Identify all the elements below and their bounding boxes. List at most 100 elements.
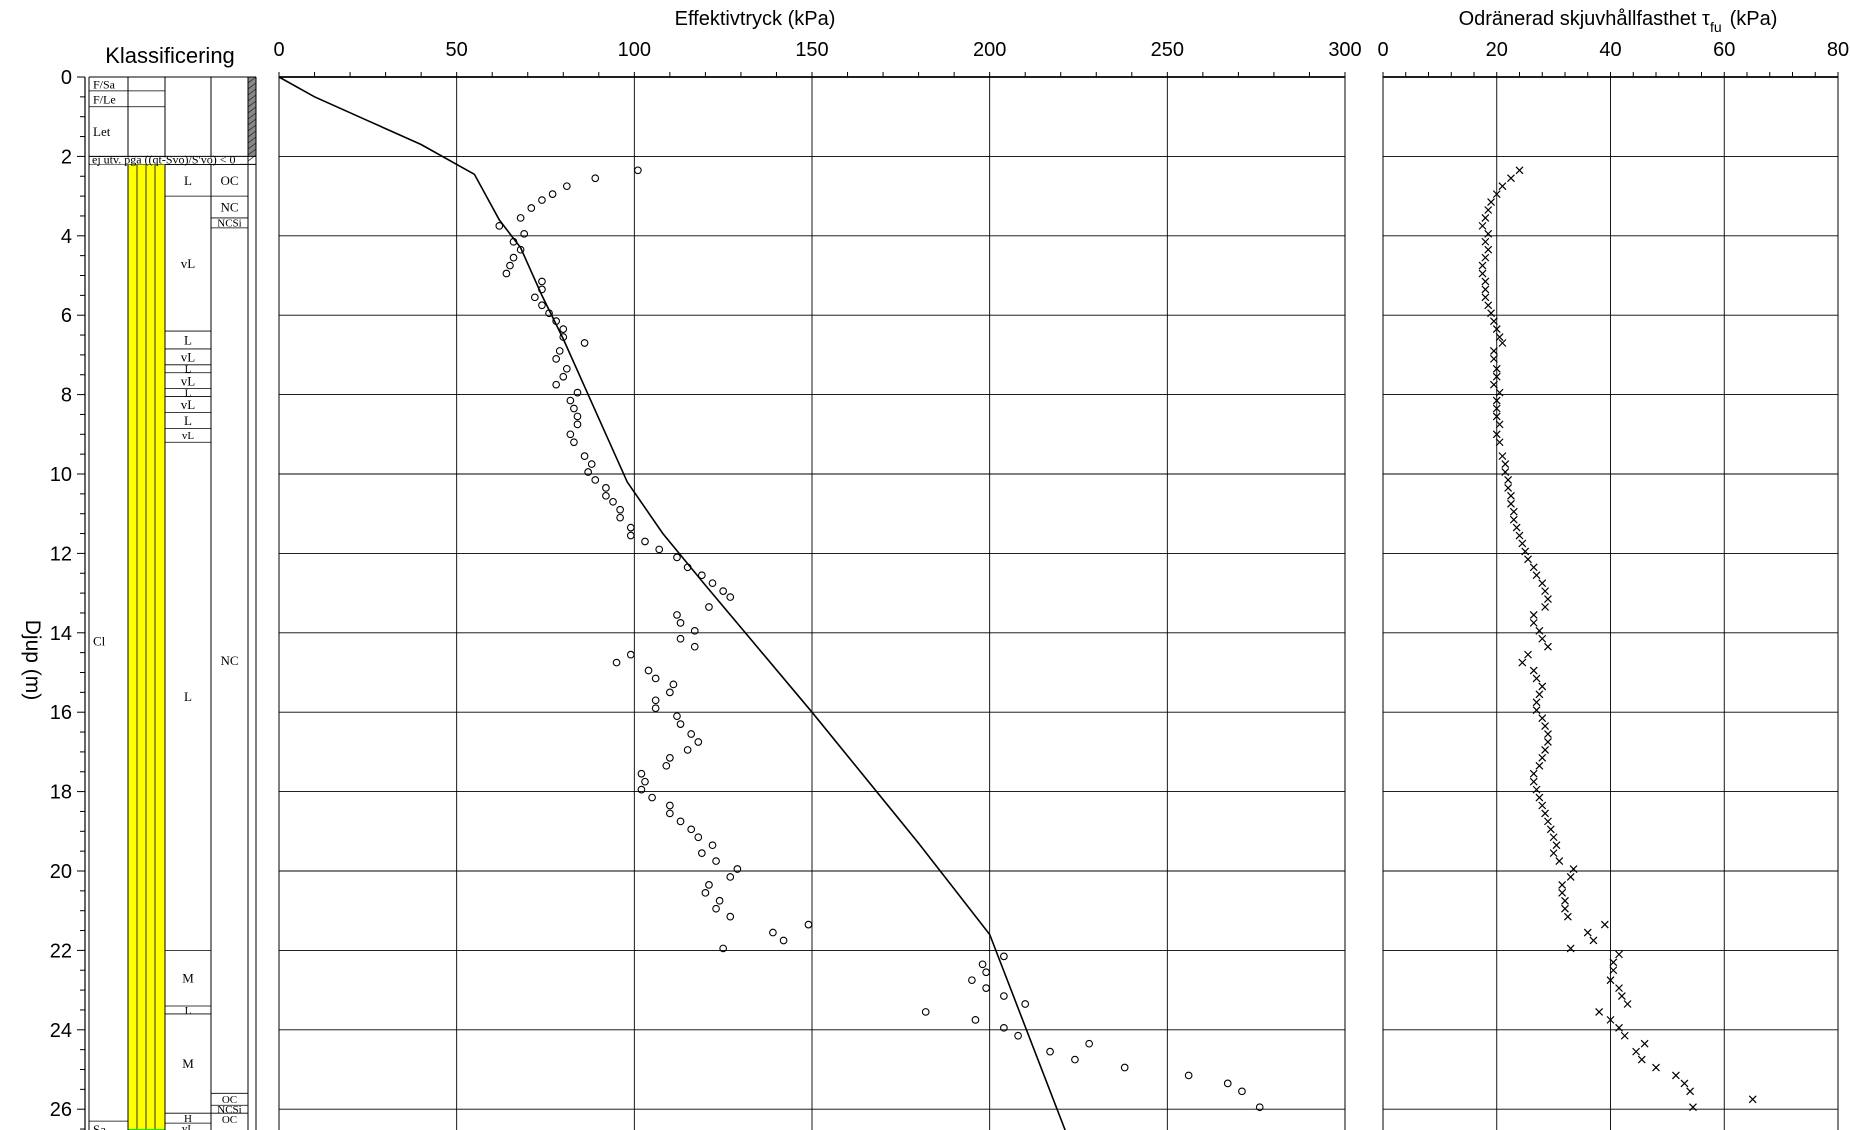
data-point-circle: [538, 301, 546, 310]
depth-tick-label: 16: [50, 702, 72, 724]
data-point-x: [1566, 873, 1575, 881]
data-point-circle: [701, 888, 710, 897]
data-point-x: [1541, 809, 1550, 818]
x-tick-label: 0: [273, 39, 284, 61]
data-point-circle: [651, 696, 660, 705]
data-point-circle: [648, 793, 656, 802]
sensitivity-label: H: [184, 1113, 192, 1125]
depth-tick-label: 24: [50, 1020, 72, 1042]
data-point-x: [1546, 825, 1555, 834]
data-point-x: [1652, 1063, 1660, 1072]
data-point-circle: [1021, 1000, 1030, 1008]
data-point-x: [1549, 833, 1558, 842]
data-point-circle: [726, 912, 735, 921]
data-point-x: [1495, 438, 1504, 447]
data-point-x: [1671, 1071, 1680, 1080]
data-point-x: [1492, 325, 1501, 334]
sensitivity-label: M: [182, 971, 194, 986]
data-point-circle: [1085, 1039, 1094, 1048]
data-point-x: [1484, 245, 1493, 254]
data-point-circle: [697, 571, 706, 580]
data-point-x: [1504, 476, 1513, 484]
hatch-line: [247, 136, 257, 144]
data-point-circle: [769, 928, 777, 937]
data-point-circle: [921, 1008, 930, 1016]
data-point-x: [1489, 317, 1498, 326]
data-point-x: [1615, 1023, 1623, 1032]
data-point-x: [1535, 690, 1544, 699]
sensitivity-label: vL: [182, 1123, 195, 1130]
data-point-x: [1680, 1079, 1689, 1088]
data-point-x: [1532, 785, 1541, 794]
data-point-circle: [1046, 1047, 1054, 1056]
data-point-circle: [719, 944, 728, 953]
data-point-circle: [982, 984, 990, 992]
data-point-x: [1484, 229, 1493, 238]
data-point-circle: [1000, 952, 1008, 961]
hatch-line: [247, 82, 257, 90]
data-point-x: [1492, 412, 1501, 421]
hatch-line: [247, 142, 257, 150]
data-point-x: [1501, 468, 1510, 476]
data-point-circle: [580, 452, 589, 460]
data-point-circle: [626, 523, 635, 532]
data-point-circle: [687, 825, 696, 834]
data-point-x: [1524, 650, 1532, 659]
data-point-x: [1489, 354, 1498, 363]
data-point-x: [1617, 992, 1626, 1000]
data-point-circle: [676, 817, 685, 826]
data-point-x: [1484, 206, 1493, 214]
data-point-x: [1492, 404, 1501, 413]
clay-fill: [128, 164, 165, 1130]
data-point-circle: [616, 505, 624, 514]
data-point-circle: [509, 253, 518, 262]
soil-layer-label: Let: [93, 124, 111, 139]
x-tick-label: 60: [1713, 39, 1735, 61]
data-point-circle: [1014, 1031, 1022, 1040]
data-point-circle: [562, 182, 571, 191]
data-point-circle: [1000, 1023, 1008, 1032]
data-point-circle: [726, 873, 735, 881]
x-tick-label: 150: [795, 39, 828, 61]
data-point-circle: [644, 666, 653, 675]
data-point-x: [1541, 745, 1550, 754]
data-point-x: [1481, 237, 1490, 246]
bottom-soil-label: Sa: [93, 1122, 106, 1130]
data-point-x: [1538, 682, 1547, 691]
depth-tick-label: 26: [50, 1099, 72, 1121]
data-point-x: [1535, 626, 1544, 635]
data-point-circle: [527, 204, 536, 212]
data-point-x: [1478, 269, 1487, 278]
x-tick-label: 80: [1827, 39, 1849, 61]
hatch-line: [247, 100, 257, 108]
depth-tick-label: 14: [50, 623, 72, 645]
data-point-x: [1532, 674, 1541, 683]
x-tick-label: 50: [446, 39, 468, 61]
depth-tick-label: 4: [61, 226, 72, 248]
data-point-circle: [634, 166, 642, 175]
chart-title: Effektivtryck (kPa): [675, 8, 836, 30]
sensitivity-label: vL: [181, 397, 196, 412]
consolidation-label: NC: [220, 653, 238, 668]
data-point-x: [1495, 420, 1504, 429]
data-point-circle: [1223, 1079, 1232, 1088]
data-point-circle: [1000, 992, 1008, 1000]
classification-title: Klassificering: [105, 43, 235, 68]
data-point-circle: [580, 339, 589, 347]
hatch-line: [247, 148, 257, 156]
data-point-circle: [694, 833, 703, 842]
data-point-circle: [641, 777, 649, 786]
consolidation-label: OC: [222, 1094, 237, 1106]
data-point-x: [1609, 966, 1618, 975]
data-point-x: [1535, 761, 1544, 770]
data-point-circle: [570, 438, 578, 447]
data-point-x: [1518, 539, 1527, 548]
sensitivity-label: L: [184, 689, 192, 704]
classification-panel: Klassificering F/SaF/Le Let ej utv. pga ((q…: [88, 43, 257, 1130]
data-point-x: [1512, 523, 1521, 532]
data-point-circle: [673, 712, 681, 721]
data-point-circle: [651, 704, 660, 713]
data-point-x: [1507, 491, 1515, 500]
data-point-x: [1504, 483, 1513, 492]
